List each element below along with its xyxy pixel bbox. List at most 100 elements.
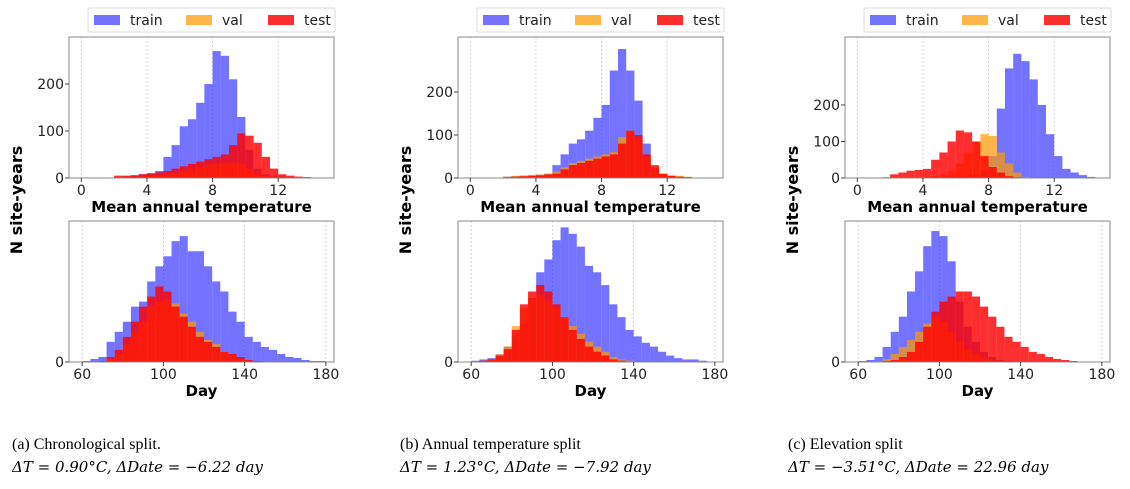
bar-train	[874, 356, 883, 362]
bar-train	[682, 359, 691, 362]
bar-test	[155, 172, 164, 178]
x-tick-label: 8	[208, 183, 217, 199]
x-axis-label: Mean annual temperature	[867, 198, 1088, 216]
bar-test	[593, 158, 602, 178]
bar-test	[130, 321, 140, 362]
y-tick-label: 0	[444, 171, 453, 187]
caption-a: (a) Chronological split. ΔT = 0.90°C, ΔD…	[12, 433, 263, 479]
panel-b: train val test N site-years 0 4 8 12 0 100 200 Mean…	[396, 7, 728, 400]
legend-swatch-val	[575, 15, 601, 25]
bar-train	[601, 104, 610, 178]
bar-test	[544, 291, 553, 362]
legend-swatch-test	[1044, 15, 1070, 25]
bar-train	[1021, 61, 1030, 178]
bar-test	[947, 296, 956, 362]
bar-train	[106, 341, 115, 362]
x-tick-label: 4	[531, 183, 540, 199]
bar-test	[906, 170, 915, 178]
y-tick-label: 0	[831, 355, 840, 371]
bar-train	[260, 346, 270, 362]
bar-train	[882, 346, 891, 362]
axes-frame	[68, 220, 335, 363]
bar-train	[593, 272, 602, 362]
bar-train	[915, 271, 924, 362]
bar-train	[1062, 168, 1071, 178]
x-tick-label: 100	[539, 367, 566, 383]
legend-swatch-test	[657, 15, 683, 25]
bar-test	[163, 170, 172, 178]
bar-test	[955, 291, 964, 362]
bar-test	[204, 159, 213, 178]
bar-test	[890, 359, 899, 362]
x-tick-label: 140	[620, 367, 647, 383]
axes-frame	[457, 220, 724, 363]
axes-frame	[457, 36, 724, 179]
y-tick-label: 0	[444, 355, 453, 371]
bar-train	[890, 331, 899, 362]
bar-train	[906, 291, 916, 362]
panel-a: train val test N site-years 0 4 8 12 0 100 200 Mean…	[7, 7, 340, 400]
bar-train	[1004, 68, 1014, 178]
bar-test	[552, 173, 561, 178]
legend-label-test: test	[304, 13, 331, 29]
bar-train	[163, 156, 172, 178]
bar-train	[309, 360, 318, 362]
bar-test	[130, 175, 139, 178]
bar-test	[171, 306, 180, 362]
bar-val	[906, 339, 916, 362]
bar-test	[503, 349, 512, 362]
bar-test	[634, 135, 643, 178]
bar-test	[650, 165, 660, 178]
bar-test	[626, 130, 635, 178]
bar-train	[641, 342, 650, 362]
y-tick-label: 200	[813, 98, 840, 114]
bar-test	[220, 154, 229, 178]
bar-test	[204, 341, 213, 362]
bar-train	[212, 51, 221, 178]
legend-swatch-val	[962, 15, 988, 25]
bar-test	[1036, 353, 1046, 362]
bar-train	[252, 341, 261, 362]
panel-c: train val test N site-years 0 4 8 12 0 100 200 Mean…	[783, 7, 1115, 400]
bar-test	[675, 176, 684, 178]
bar-train	[82, 360, 91, 362]
bar-test	[163, 291, 172, 362]
bar-test	[245, 135, 254, 178]
y-tick-label: 200	[37, 77, 64, 93]
bar-test	[237, 133, 246, 178]
temperature-histogram: 0 4 8 12 0 100 200 Mean annual temperature	[37, 36, 335, 216]
bar-test	[195, 336, 205, 362]
y-tick-label: 100	[813, 134, 840, 150]
bar-test	[914, 169, 923, 178]
bar-val	[890, 353, 899, 362]
bar-val	[1004, 163, 1014, 178]
x-tick-label: 0	[77, 183, 86, 199]
bar-train	[1070, 172, 1079, 178]
bar-train	[220, 55, 229, 178]
bar-test	[495, 355, 504, 362]
legend-label-train: train	[519, 13, 552, 29]
bar-test	[963, 132, 973, 178]
legend: train val test	[476, 7, 725, 33]
bar-train	[658, 351, 667, 362]
bar-val	[988, 135, 997, 178]
bar-test	[1004, 176, 1014, 178]
bar-train	[617, 49, 627, 178]
bar-test	[196, 161, 205, 178]
bar-test	[171, 168, 180, 178]
bar-test	[228, 145, 238, 178]
bar-train	[220, 291, 229, 362]
bar-train	[212, 281, 221, 362]
bar-train	[866, 359, 875, 362]
bar-test	[1053, 358, 1062, 362]
bar-val	[874, 360, 883, 362]
bar-val	[1021, 176, 1030, 178]
bar-train	[236, 321, 245, 362]
bar-test	[552, 304, 561, 362]
bar-test	[560, 169, 569, 178]
caption-metrics: ΔT = −3.51°C, ΔDate = 22.96 day	[788, 458, 1049, 476]
bar-train	[171, 241, 180, 362]
bar-test	[147, 296, 156, 362]
temperature-histogram: 0 4 8 12 0 100 200 Mean annual temperature	[426, 36, 724, 216]
x-tick-label: 180	[313, 367, 340, 383]
